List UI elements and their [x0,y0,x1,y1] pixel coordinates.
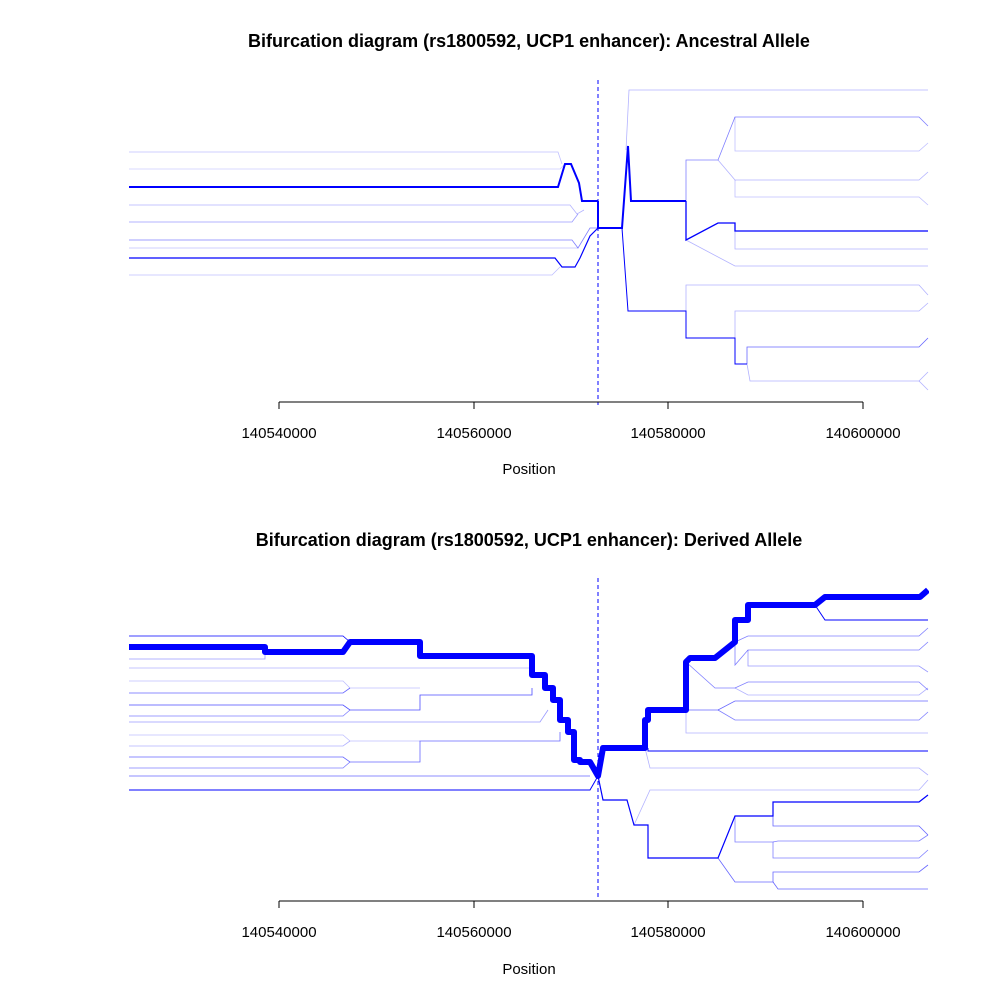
branch-line [685,239,928,267]
branch-line [685,661,929,691]
branch-line [129,775,599,791]
branch-line [129,734,420,742]
branch-line [597,775,929,859]
branch-line [625,89,928,151]
x-tick-label: 140580000 [630,425,705,442]
branch-line [129,688,533,711]
plot-area-derived [129,587,929,890]
branch-line [746,363,929,382]
branch-line [686,700,928,711]
panel-ancestral: Bifurcation diagram (rs1800592, UCP1 enh… [129,31,929,478]
branch-line [129,740,351,747]
branch-line [129,761,351,769]
branch-line [747,650,929,673]
branch-line [129,709,549,723]
x-tick-label: 140560000 [436,425,511,442]
x-tick-label: 140580000 [630,924,705,941]
x-axis-label: Position [502,961,555,978]
chart-title-ancestral: Bifurcation diagram (rs1800592, UCP1 enh… [248,31,810,51]
branch-line [129,266,561,276]
x-axis-ancestral: 140540000 140560000 140580000 140600000 … [241,401,901,478]
branch-line [644,747,929,776]
branch-line [647,748,928,752]
branch-line [734,231,928,250]
branch-line [129,667,538,676]
root-segment [129,587,929,779]
branch-line [129,227,599,268]
x-tick-label: 140540000 [241,425,316,442]
branch-line [129,163,566,170]
x-tick-label: 140540000 [241,924,316,941]
panel-derived: Bifurcation diagram (rs1800592, UCP1 enh… [129,530,929,978]
root-segment [621,227,747,365]
branch-line [129,680,420,689]
branch-line [129,204,585,215]
branch-line [734,302,929,338]
x-axis-label: Position [502,461,555,478]
branch-line [772,834,929,843]
x-tick-label: 140600000 [825,425,900,442]
chart-title-derived: Bifurcation diagram (rs1800592, UCP1 enh… [256,530,803,550]
branch-line [685,201,928,242]
branch-line [746,337,929,364]
branch-line [129,709,351,717]
branch-line [717,857,929,883]
branch-line [814,604,928,621]
branch-line [734,816,929,859]
branch-line [717,709,929,721]
x-tick-label: 140560000 [436,924,511,941]
branch-line [734,627,929,643]
root-segment [597,145,686,229]
branch-line [129,227,598,249]
x-axis-derived: 140540000 140560000 140580000 140600000 … [241,900,901,978]
branch-line [772,881,928,890]
branch-line [734,180,929,206]
branch-line [129,732,561,763]
branch-line [772,816,929,836]
branch-line [734,117,929,152]
branch-line [685,116,929,201]
branch-line [685,284,929,311]
branch-line [129,687,351,694]
branch-line [129,163,598,202]
x-tick-label: 140600000 [825,924,900,941]
branch-line [129,635,351,643]
branch-line [129,151,563,165]
branch-line [685,710,928,734]
branch-line [717,159,929,181]
plot-area-ancestral [129,89,929,391]
branch-line [633,779,929,826]
branch-line [918,380,929,391]
branch-line [129,213,579,223]
branch-line [734,641,929,667]
branch-line [734,687,929,696]
